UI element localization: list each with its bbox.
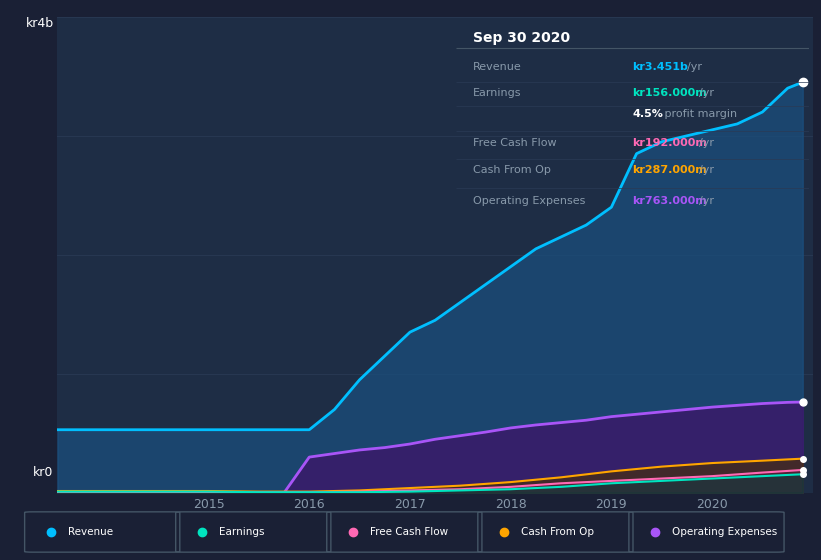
Text: Operating Expenses: Operating Expenses: [474, 196, 585, 206]
Text: Free Cash Flow: Free Cash Flow: [474, 138, 557, 148]
Text: Earnings: Earnings: [474, 88, 522, 99]
Text: kr4b: kr4b: [25, 17, 53, 30]
Text: Sep 30 2020: Sep 30 2020: [474, 31, 571, 45]
Text: kr3.451b: kr3.451b: [632, 62, 688, 72]
Text: kr156.000m: kr156.000m: [632, 88, 707, 99]
Text: Free Cash Flow: Free Cash Flow: [370, 527, 448, 537]
Text: profit margin: profit margin: [661, 109, 737, 119]
Text: Cash From Op: Cash From Op: [521, 527, 594, 537]
Text: kr192.000m: kr192.000m: [632, 138, 707, 148]
Text: Earnings: Earnings: [219, 527, 264, 537]
Text: /yr: /yr: [699, 165, 714, 175]
Text: kr0: kr0: [34, 465, 53, 478]
Text: kr763.000m: kr763.000m: [632, 196, 707, 206]
Text: 4.5%: 4.5%: [632, 109, 663, 119]
Text: /yr: /yr: [699, 196, 714, 206]
Text: Cash From Op: Cash From Op: [474, 165, 551, 175]
Text: Revenue: Revenue: [68, 527, 113, 537]
Text: kr287.000m: kr287.000m: [632, 165, 707, 175]
Text: /yr: /yr: [699, 138, 714, 148]
Text: Revenue: Revenue: [474, 62, 522, 72]
Text: /yr: /yr: [699, 88, 714, 99]
Text: /yr: /yr: [686, 62, 701, 72]
Text: Operating Expenses: Operating Expenses: [672, 527, 777, 537]
